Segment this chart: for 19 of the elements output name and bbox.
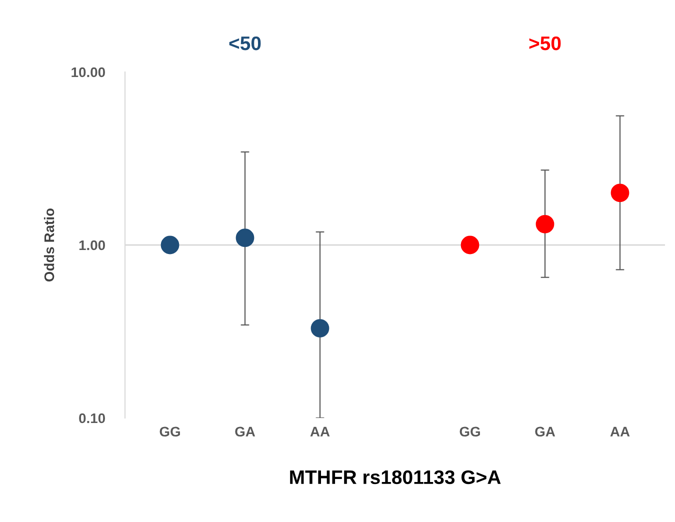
x-tick-label: GG: [460, 426, 480, 437]
x-axis-title: MTHFR rs1801133 G>A: [290, 470, 501, 484]
y-axis-title: Odds Ratio: [44, 208, 54, 282]
point: [236, 228, 254, 248]
y-tick-label: 1.00: [79, 240, 105, 250]
x-tick-label: GA: [535, 426, 556, 437]
point: [310, 319, 330, 338]
x-tick-label: GG: [160, 426, 180, 437]
y-tick-label: 10.00: [72, 67, 105, 78]
point: [160, 236, 180, 254]
x-tick-label: AA: [610, 426, 630, 436]
point: [536, 214, 554, 234]
x-tick-label: GA: [235, 426, 256, 437]
y-tick-label: 0.10: [79, 413, 105, 424]
text: <50: [229, 36, 261, 50]
x-tick-label: AA: [310, 426, 330, 436]
point: [460, 236, 480, 254]
point: [610, 184, 630, 202]
text: >50: [529, 36, 561, 50]
